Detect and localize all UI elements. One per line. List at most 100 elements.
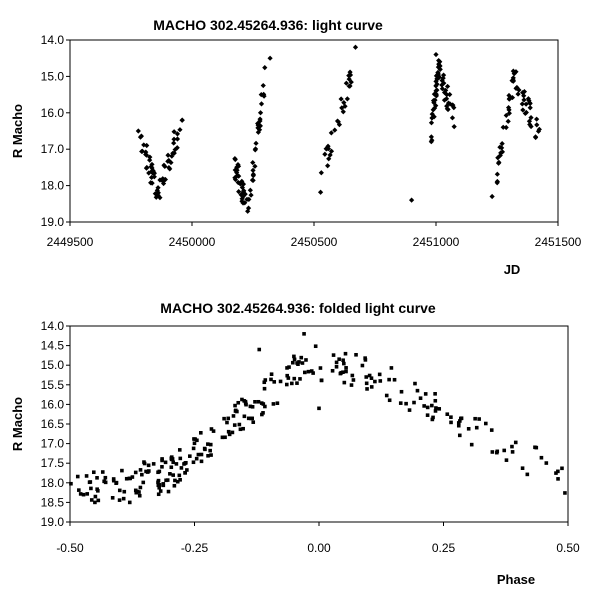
data-point <box>413 381 417 386</box>
data-point <box>234 169 240 176</box>
y-tick-label: 19.0 <box>41 215 65 229</box>
data-point <box>191 446 196 451</box>
data-point <box>425 413 430 417</box>
data-point <box>365 387 369 391</box>
y-tick-label: 18.0 <box>41 476 65 490</box>
data-point <box>124 476 129 481</box>
data-point <box>171 136 177 142</box>
data-point <box>473 416 477 421</box>
data-point <box>525 472 530 477</box>
data-point <box>418 396 423 401</box>
data-point <box>306 369 311 374</box>
data-point <box>149 161 155 168</box>
data-point <box>232 156 238 163</box>
data-point <box>330 368 335 373</box>
data-point <box>258 92 264 98</box>
data-point <box>225 420 229 425</box>
data-point <box>133 470 138 475</box>
data-point <box>445 106 451 113</box>
y-axis-label: R Macho <box>10 397 25 451</box>
data-point <box>171 473 176 477</box>
data-point <box>398 401 403 405</box>
data-point <box>246 196 252 202</box>
data-point <box>340 109 346 115</box>
data-point <box>535 128 542 134</box>
data-point <box>122 489 127 494</box>
data-point <box>114 481 118 486</box>
data-point <box>246 416 251 421</box>
data-point <box>344 366 348 370</box>
data-point <box>211 429 216 433</box>
data-point <box>436 62 443 69</box>
data-point <box>428 134 434 140</box>
data-point <box>364 375 369 379</box>
data-point <box>240 397 244 402</box>
data-point <box>171 150 177 156</box>
data-point <box>255 120 261 127</box>
data-point <box>503 124 509 131</box>
data-point <box>193 437 197 441</box>
data-point <box>534 122 540 128</box>
data-point <box>343 351 348 356</box>
data-point <box>173 478 177 483</box>
data-point <box>346 76 352 82</box>
data-point <box>166 489 171 494</box>
data-point <box>120 468 124 473</box>
data-point <box>241 188 247 194</box>
data-point <box>522 110 528 117</box>
data-point <box>255 129 261 135</box>
data-point <box>338 96 344 102</box>
data-point <box>387 398 392 403</box>
data-point <box>244 402 248 407</box>
data-point <box>257 123 263 129</box>
data-point <box>232 423 237 427</box>
data-point <box>331 353 336 357</box>
data-point <box>506 107 512 113</box>
data-point <box>521 89 528 95</box>
x-tick-label: -0.25 <box>181 541 209 555</box>
data-point <box>199 452 204 457</box>
data-point <box>127 500 132 505</box>
data-point <box>347 72 354 78</box>
data-point <box>178 478 182 482</box>
data-point <box>262 65 268 71</box>
data-point <box>477 417 481 421</box>
data-point <box>239 198 245 204</box>
data-point <box>156 492 161 497</box>
data-point <box>222 416 226 421</box>
data-point <box>184 460 188 465</box>
data-point <box>137 490 141 494</box>
data-point <box>155 185 161 191</box>
data-point <box>433 93 439 99</box>
data-point <box>303 370 307 375</box>
data-point <box>433 78 439 85</box>
data-point <box>208 448 212 453</box>
data-point <box>563 491 567 495</box>
data-point <box>247 187 253 193</box>
data-point <box>458 419 462 423</box>
data-point <box>250 177 256 183</box>
data-point <box>194 456 199 461</box>
data-point <box>338 371 343 376</box>
data-point <box>319 378 324 383</box>
data-point <box>258 101 265 107</box>
data-point <box>513 440 518 445</box>
data-point <box>128 476 132 481</box>
data-point <box>556 469 560 474</box>
data-point <box>165 152 171 158</box>
data-point <box>429 111 435 117</box>
data-point <box>140 472 144 477</box>
data-point <box>534 116 540 122</box>
plot-frame <box>69 325 569 523</box>
data-point <box>510 75 516 81</box>
data-point <box>257 347 262 352</box>
data-point <box>378 379 383 383</box>
data-point <box>456 421 461 425</box>
data-point <box>360 363 365 368</box>
data-point <box>490 450 495 454</box>
data-point <box>206 442 210 446</box>
data-point <box>506 110 512 116</box>
data-point <box>533 134 539 141</box>
data-point <box>494 178 500 185</box>
data-point <box>510 444 514 449</box>
